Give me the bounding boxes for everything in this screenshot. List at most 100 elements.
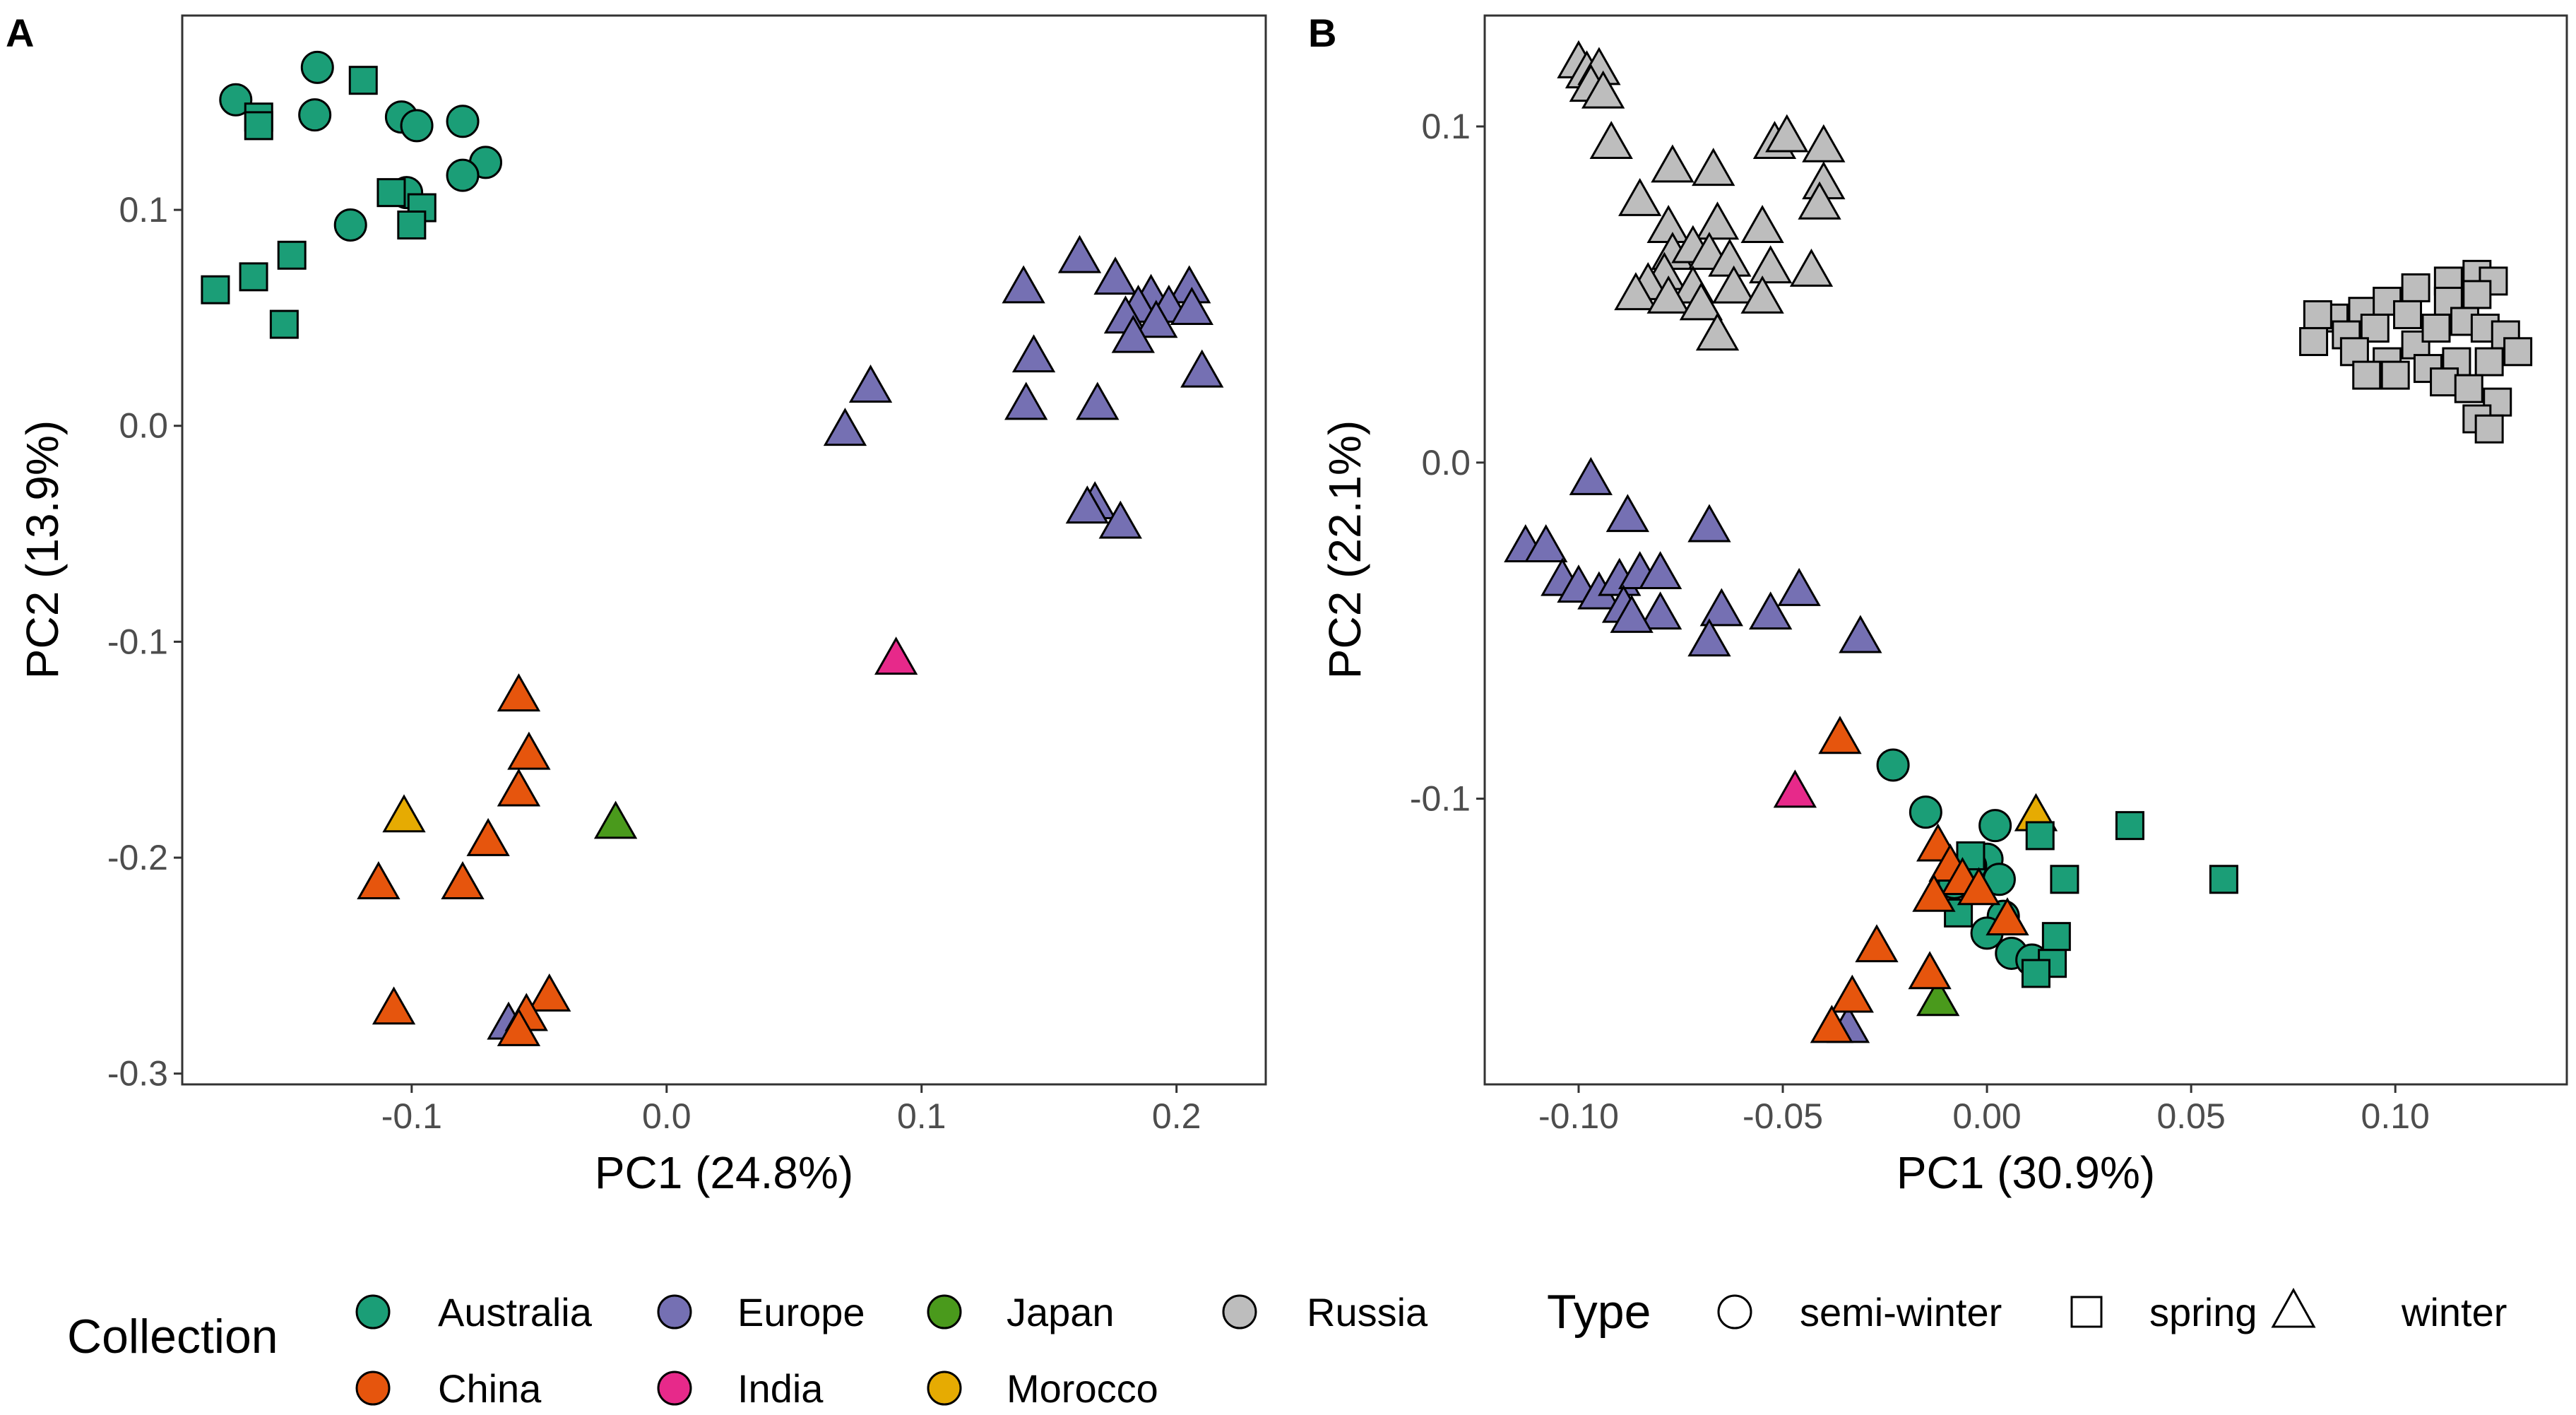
data-point-russia-winter (1765, 114, 1809, 153)
panel-b-points (1504, 40, 2533, 1043)
data-point-morocco-winter (382, 794, 426, 833)
data-point-russia-winter (1740, 205, 1784, 243)
legend-label-russia: Russia (1307, 1290, 1428, 1334)
data-point-russia-spring (2503, 337, 2533, 367)
legend-label-europe: Europe (737, 1290, 865, 1334)
data-point-europe-winter (1687, 504, 1731, 543)
legend-key-europe (657, 1294, 692, 1330)
data-point-europe-winter (1638, 591, 1682, 630)
panel-a-points (201, 50, 1224, 1046)
data-point-europe-winter (1687, 618, 1731, 657)
legend-key-india (657, 1370, 692, 1406)
legend-item-morocco: Morocco (927, 1366, 1158, 1411)
data-point-europe-winter (848, 365, 893, 403)
panel-b: B -0.10 -0.05 0.00 0.05 0.10 -0.1 0.0 0.1 PC1 (… (1308, 11, 2568, 1198)
data-point-japan-winter (1916, 978, 1960, 1017)
data-point-australia-spring (239, 262, 268, 292)
panel-a-label: A (6, 11, 34, 55)
data-point-europe-winter (1839, 615, 1882, 653)
legend-item-europe: Europe (657, 1290, 865, 1334)
panel-b-y-tick-label: 0.0 (1421, 443, 1471, 482)
data-point-russia-spring (2401, 273, 2430, 302)
legend-key-australia (355, 1294, 391, 1330)
data-point-europe-winter (1180, 349, 1224, 388)
data-point-europe-winter (1777, 567, 1821, 606)
data-point-china-winter (497, 673, 541, 712)
data-point-china-winter (1810, 1005, 1854, 1043)
data-point-australia-spring (397, 210, 427, 239)
panel-a-y-tick-label: -0.2 (107, 838, 168, 877)
data-point-europe-winter (1011, 334, 1056, 373)
data-point-russia-winter (1798, 181, 1841, 220)
panel-a-x-tick-label: 0.1 (897, 1096, 946, 1136)
panel-b-label: B (1308, 11, 1336, 55)
data-point-europe-winter (1605, 494, 1649, 533)
legend-item-spring: spring (2070, 1290, 2257, 1334)
data-point-australia-spring (269, 309, 299, 339)
data-point-russia-winter (1749, 245, 1793, 284)
panel-a-y-tick-label: -0.3 (107, 1054, 168, 1094)
data-point-australia-spring (2041, 922, 2071, 952)
data-point-russia-winter (1679, 282, 1723, 321)
data-point-china-winter (1912, 873, 1956, 912)
data-point-europe-winter (1057, 235, 1102, 273)
data-point-europe-winter (1093, 256, 1137, 295)
legend-item-china: China (355, 1366, 542, 1411)
data-point-russia-spring (2462, 280, 2492, 309)
panel-b-x-tick-label: 0.10 (2361, 1096, 2430, 1136)
data-point-china-winter (1986, 897, 2029, 936)
legend-key-japan (927, 1294, 962, 1330)
data-point-australia-spring (244, 111, 273, 141)
data-point-russia-winter (1646, 275, 1690, 314)
data-point-australia-spring (277, 240, 307, 270)
panel-b-x-tick-label: -0.05 (1743, 1096, 1823, 1136)
data-point-china-winter (497, 1007, 541, 1046)
legend-key-spring (2070, 1296, 2103, 1328)
data-point-russia-spring (2454, 374, 2483, 403)
data-point-australia-spring (2021, 959, 2050, 988)
legend-label-china: China (438, 1366, 542, 1411)
data-point-australia-semi-winter (333, 208, 367, 242)
legend-item-semi-winter: semi-winter (1717, 1290, 2002, 1334)
data-point-europe-winter (1638, 551, 1682, 590)
panel-a-y-tick-label: -0.1 (107, 622, 168, 661)
data-point-russia-winter (1651, 144, 1694, 183)
data-point-europe-winter (1749, 591, 1793, 630)
data-point-russia-spring (2303, 300, 2332, 329)
data-point-europe-winter (1002, 265, 1045, 304)
data-point-europe-winter (1699, 588, 1743, 627)
data-point-australia-semi-winter (219, 83, 253, 117)
data-point-russia-spring (2352, 360, 2382, 390)
data-point-australia-semi-winter (1876, 748, 1910, 782)
data-point-europe-winter (1569, 456, 1613, 495)
legend-key-winter (2271, 1287, 2316, 1328)
data-point-china-winter (507, 731, 551, 770)
legend-label-japan: Japan (1007, 1290, 1115, 1334)
panel-b-x-tick-label: 0.00 (1952, 1096, 2021, 1136)
panel-b-x-tick-label: 0.05 (2156, 1096, 2225, 1136)
data-point-australia-spring (376, 178, 406, 208)
data-point-china-winter (1830, 974, 1874, 1013)
data-point-china-winter (1908, 951, 1952, 990)
legend-key-semi-winter (1717, 1294, 1752, 1330)
data-point-australia-semi-winter (298, 98, 332, 132)
data-point-russia-spring (2474, 347, 2504, 377)
legend-collection-title: Collection (67, 1310, 278, 1363)
data-point-australia-spring (201, 275, 230, 304)
data-point-russia-winter (1614, 272, 1658, 311)
data-point-russia-spring (2360, 313, 2390, 343)
data-point-europe-winter (1111, 314, 1155, 353)
data-point-russia-spring (2474, 414, 2504, 444)
data-point-russia-winter (1581, 70, 1625, 109)
legend-label-australia: Australia (438, 1290, 593, 1334)
data-point-russia-spring (2430, 367, 2459, 397)
data-point-china-winter (1855, 924, 1899, 963)
data-point-europe-winter (1170, 287, 1213, 325)
legend-item-australia: Australia (355, 1290, 593, 1334)
data-point-china-winter (528, 973, 571, 1012)
data-point-china-winter (372, 986, 416, 1025)
legend-type-title: Type (1547, 1285, 1651, 1339)
panel-b-y-axis-title: PC2 (22.1%) (1319, 420, 1370, 679)
panel-a-x-tick-label: 0.0 (642, 1096, 692, 1136)
